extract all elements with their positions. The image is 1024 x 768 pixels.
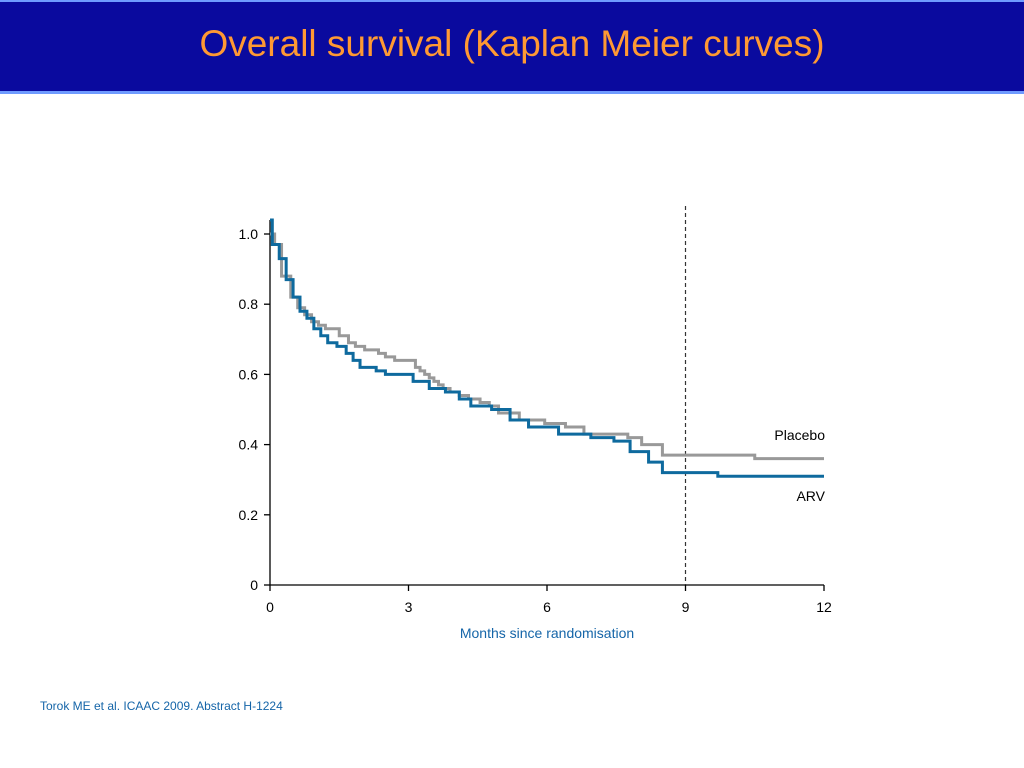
y-tick-label: 0.8	[239, 296, 259, 312]
title-bar: Overall survival (Kaplan Meier curves)	[0, 0, 1024, 94]
series-label-placebo: Placebo	[774, 427, 825, 443]
chart-labels: Placebo ARV	[774, 427, 825, 504]
y-tick-label: 0.2	[239, 507, 259, 523]
y-tick-label: 0.6	[239, 366, 259, 382]
x-tick-label: 3	[405, 599, 413, 615]
x-tick-label: 0	[266, 599, 274, 615]
series-line-placebo	[270, 232, 824, 461]
y-tick-label: 0.4	[239, 437, 259, 453]
x-tick-label: 6	[543, 599, 551, 615]
y-tick-label: 1.0	[239, 226, 259, 242]
series-label-arv: ARV	[796, 488, 825, 504]
slide-title: Overall survival (Kaplan Meier curves)	[199, 23, 825, 64]
x-axis-label: Months since randomisation	[460, 625, 634, 641]
series-line-arv	[270, 218, 824, 478]
chart-series	[270, 218, 824, 478]
x-tick-label: 9	[682, 599, 690, 615]
x-tick-label: 12	[816, 599, 832, 615]
chart-axes: 0 0.2 0.4 0.6 0.8 1.0 0 3 6 9 12 Months since rando…	[239, 206, 832, 641]
y-tick-label: 0	[250, 577, 258, 593]
citation: Torok ME et al. ICAAC 2009. Abstract H-1…	[40, 699, 283, 713]
